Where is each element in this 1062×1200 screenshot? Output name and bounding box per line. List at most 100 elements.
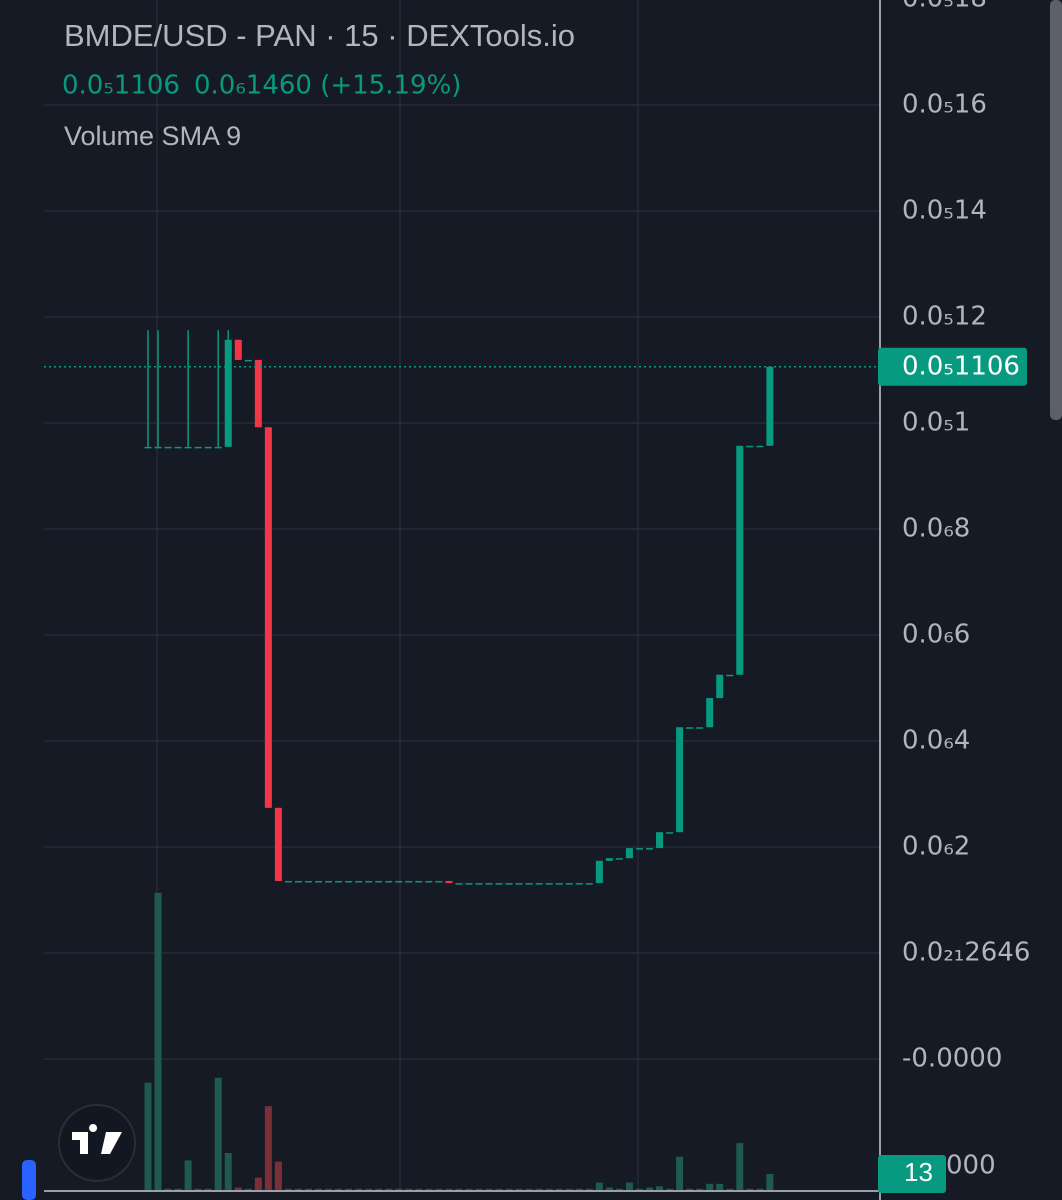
candle-body — [234, 339, 242, 360]
volume-bar — [595, 1182, 603, 1190]
scrollbar[interactable] — [1050, 0, 1062, 420]
candle-body — [375, 880, 383, 883]
candle-body — [766, 366, 774, 446]
candle-body — [756, 445, 764, 448]
candle-body — [605, 858, 613, 861]
tradingview-logo[interactable] — [58, 1104, 136, 1182]
candle-body — [455, 883, 463, 885]
candle-body — [385, 880, 393, 883]
volume-bar — [565, 1188, 573, 1190]
volume-bar — [495, 1188, 503, 1190]
candle-body — [405, 880, 413, 883]
candle-body — [525, 883, 533, 885]
volume-bar — [355, 1188, 363, 1190]
volume-bar — [696, 1188, 704, 1190]
volume-bar — [575, 1188, 583, 1190]
candle-body — [425, 880, 433, 883]
candle-body — [515, 883, 523, 885]
volume-bar — [254, 1177, 262, 1190]
volume-bar — [555, 1188, 563, 1190]
volume-bar — [405, 1188, 413, 1190]
candle-body — [746, 445, 754, 448]
candle-body — [144, 446, 152, 449]
candle-body — [615, 858, 623, 860]
volume-bar — [174, 1188, 182, 1190]
volume-bar — [525, 1188, 533, 1190]
volume-bar — [505, 1188, 513, 1190]
volume-bar — [676, 1156, 684, 1190]
indicator-label: Volume SMA 9 — [64, 121, 241, 151]
candle-body — [485, 883, 493, 885]
y-tick-label: -0.0000 — [902, 1044, 1002, 1074]
volume-bar — [716, 1183, 724, 1190]
volume-bar — [756, 1188, 764, 1190]
candle-body — [595, 860, 603, 884]
candle-body — [174, 446, 182, 449]
volume-bar — [315, 1188, 323, 1190]
candle-body — [635, 848, 643, 850]
candle-body — [345, 880, 353, 883]
volume-bar — [445, 1188, 453, 1190]
candle-body — [475, 883, 483, 885]
side-tab[interactable] — [22, 1160, 36, 1200]
volume-bar — [585, 1188, 593, 1190]
volume-bar — [214, 1077, 222, 1190]
y-tick-label: 0.0₆6 — [902, 620, 970, 650]
y-tick-label: 0.0₅18 — [902, 0, 987, 13]
volume-bar — [425, 1188, 433, 1190]
volume-bar — [274, 1161, 282, 1190]
candle-body — [706, 698, 714, 728]
candle-body — [465, 883, 473, 885]
y-tick-label: 0.0₅1 — [902, 407, 970, 437]
last-price-label: 0.0₅1106 — [902, 351, 1020, 381]
volume-bar — [646, 1187, 653, 1190]
candle-body — [294, 880, 302, 883]
candle-body — [555, 883, 563, 885]
candle-body — [325, 880, 333, 883]
candle-body — [666, 832, 674, 834]
volume-bar — [184, 1160, 192, 1190]
candle-body — [545, 883, 553, 885]
candle-body — [716, 674, 724, 699]
plot — [144, 330, 774, 1190]
candle-body — [154, 446, 162, 449]
volume-bar — [726, 1188, 734, 1190]
candle-body — [194, 446, 202, 449]
candle-body — [625, 848, 633, 859]
volume-bar — [635, 1188, 643, 1190]
volume-bar — [264, 1106, 272, 1190]
candle-body — [224, 339, 232, 447]
candle-body — [204, 446, 212, 449]
candle-body — [184, 446, 192, 449]
volume-bar — [144, 1082, 152, 1190]
volume-bar — [625, 1182, 633, 1190]
volume-bar — [615, 1188, 623, 1190]
volume-bar — [605, 1187, 613, 1190]
candle-body — [726, 674, 734, 677]
volume-bar — [515, 1188, 523, 1190]
volume-bar — [465, 1188, 473, 1190]
volume-bar — [485, 1188, 493, 1190]
volume-bar — [244, 1188, 252, 1190]
volume-bar — [194, 1188, 202, 1190]
header-change: 0.0₆1460 (+15.19%) — [194, 71, 461, 101]
candle-body — [646, 848, 653, 850]
y-tick-label: 0.0₆2 — [902, 832, 970, 862]
volume-bar — [656, 1186, 664, 1190]
volume-bar — [706, 1183, 714, 1190]
candle-body — [304, 880, 312, 883]
volume-bar — [345, 1188, 353, 1190]
volume-bar — [365, 1188, 373, 1190]
candle-body — [244, 359, 252, 362]
volume-bar — [435, 1188, 443, 1190]
logo-circle[interactable] — [58, 1104, 136, 1182]
volume-bar — [666, 1188, 674, 1190]
volume-axis-label: 000 — [946, 1151, 996, 1181]
candle-body — [565, 883, 573, 885]
candle-body — [274, 807, 282, 881]
candle-body — [445, 880, 453, 884]
logo-mark[interactable] — [72, 1124, 122, 1154]
